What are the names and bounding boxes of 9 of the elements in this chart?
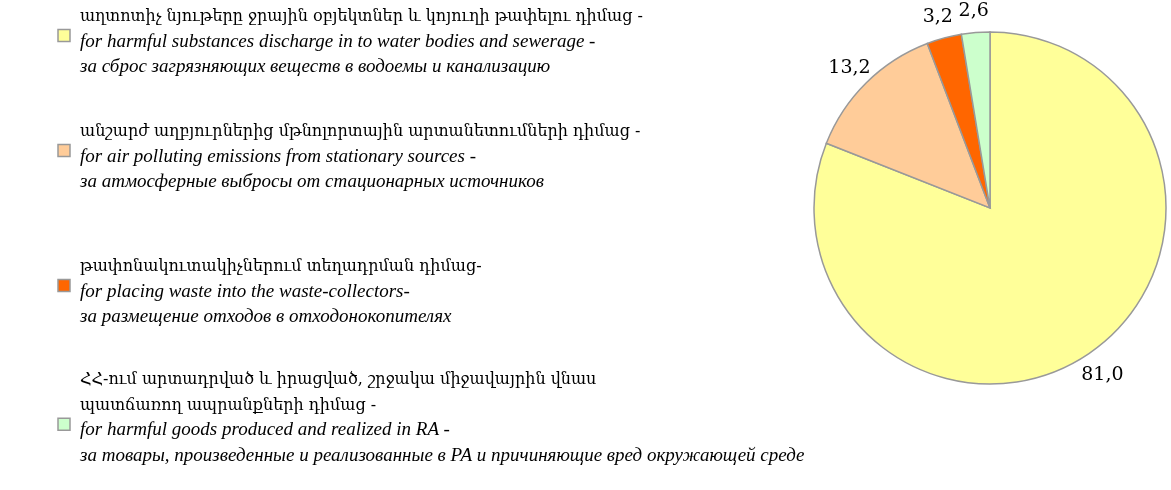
data-label: 13,2: [828, 54, 871, 77]
data-label: 2,6: [958, 0, 989, 20]
pie-slice: [813, 31, 1167, 385]
legend-label: աղտոտիչ նյութերը ջրային օբյեկտներ և կոյուղի թափելու դիմաց - for harmful substances discharge in to water bodies and sewerage - за сброс загрязняющих веществ в водоемы и канализацию: [79, 6, 644, 76]
data-label: 3,2: [922, 3, 953, 26]
legend-label: ՀՀ-ում արտադրված և իրացված, շրջակա միջավայրին վնաս պատճառող ապրանքների դիմաց - for harmful goods produced and realized in RA - за товары, произведенные и реализованные в РА и причиняющие вред окружающей среде: [79, 369, 805, 465]
legend-label: անշարժ աղբյուրներից մթնոլորտային արտանետումների դիմաց - for air polluting emissions from stationary sources - за атмосферные выбросы от стационарных источников: [79, 121, 641, 191]
data-label: 81,0: [1081, 362, 1124, 385]
legend-label: թափոնակուտակիչներում տեղադրման դիմաց- for placing waste into the waste-collectors- за размещение отходов в отходонокопителях: [79, 256, 482, 326]
